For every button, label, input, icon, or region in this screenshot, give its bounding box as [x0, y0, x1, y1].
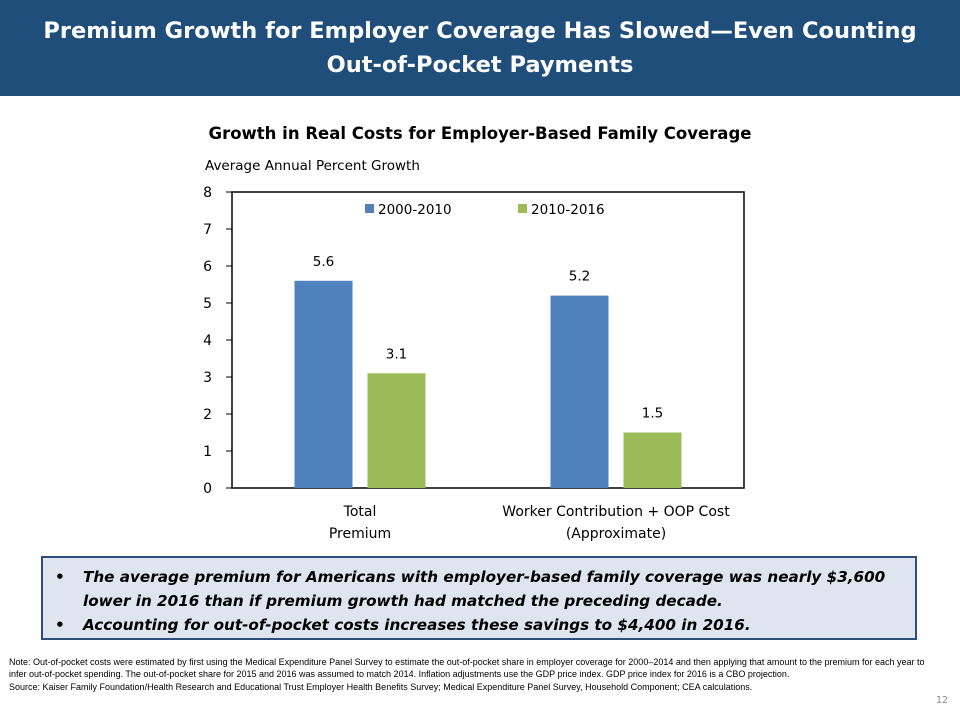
bullet-text: The average premium for Americans with e… — [83, 568, 886, 610]
legend-swatch — [365, 204, 374, 213]
y-tick-label: 6 — [203, 259, 212, 275]
y-axis-label: Average Annual Percent Growth — [205, 158, 420, 174]
bar — [550, 295, 609, 488]
x-category-label: (Approximate) — [566, 526, 666, 542]
note-text: Note: Out-of-pocket costs were estimated… — [9, 657, 925, 680]
footnote: Note: Out-of-pocket costs were estimated… — [9, 656, 939, 693]
bullet-text: Accounting for out-of-pocket costs incre… — [83, 616, 751, 634]
legend-label: 2000-2010 — [378, 202, 452, 218]
y-tick-label: 3 — [203, 370, 212, 386]
y-tick-label: 1 — [203, 444, 212, 460]
data-label: 5.6 — [313, 254, 334, 270]
y-tick-label: 8 — [203, 185, 212, 201]
legend-label: 2010-2016 — [531, 202, 605, 218]
chart-title: Growth in Real Costs for Employer-Based … — [208, 124, 752, 143]
y-tick-label: 0 — [203, 481, 212, 497]
bar — [623, 432, 682, 488]
page-number: 12 — [936, 695, 949, 706]
x-category-label: Total — [343, 504, 377, 520]
bullet-icon: • — [55, 568, 65, 586]
y-tick-label: 2 — [203, 407, 212, 423]
legend-swatch — [518, 204, 527, 213]
summary-callout: • The average premium for Americans with … — [41, 556, 917, 640]
bullet-item: • Accounting for out-of-pocket costs incr… — [55, 613, 905, 637]
bar-chart: Average Annual Percent Growth 0 1 2 3 4 5 6 7 8 5.… — [203, 158, 745, 542]
y-tick-label: 7 — [203, 222, 212, 238]
y-tick-label: 4 — [203, 333, 212, 349]
x-category-label: Premium — [329, 526, 391, 542]
title-banner: Premium Growth for Employer Coverage Has… — [0, 0, 960, 96]
source-text: Source: Kaiser Family Foundation/Health … — [9, 681, 753, 692]
bullet-item: • The average premium for Americans with … — [55, 565, 905, 613]
y-tick-label: 5 — [203, 296, 212, 312]
bar — [367, 373, 426, 488]
data-label: 1.5 — [642, 406, 663, 422]
slide-title: Premium Growth for Employer Coverage Has… — [43, 18, 917, 78]
data-label: 5.2 — [569, 269, 590, 285]
bullet-icon: • — [55, 616, 65, 634]
bullet-list: • The average premium for Americans with … — [55, 565, 905, 637]
data-label: 3.1 — [386, 346, 407, 362]
x-category-label: Worker Contribution + OOP Cost — [502, 504, 730, 520]
bar — [294, 280, 353, 488]
